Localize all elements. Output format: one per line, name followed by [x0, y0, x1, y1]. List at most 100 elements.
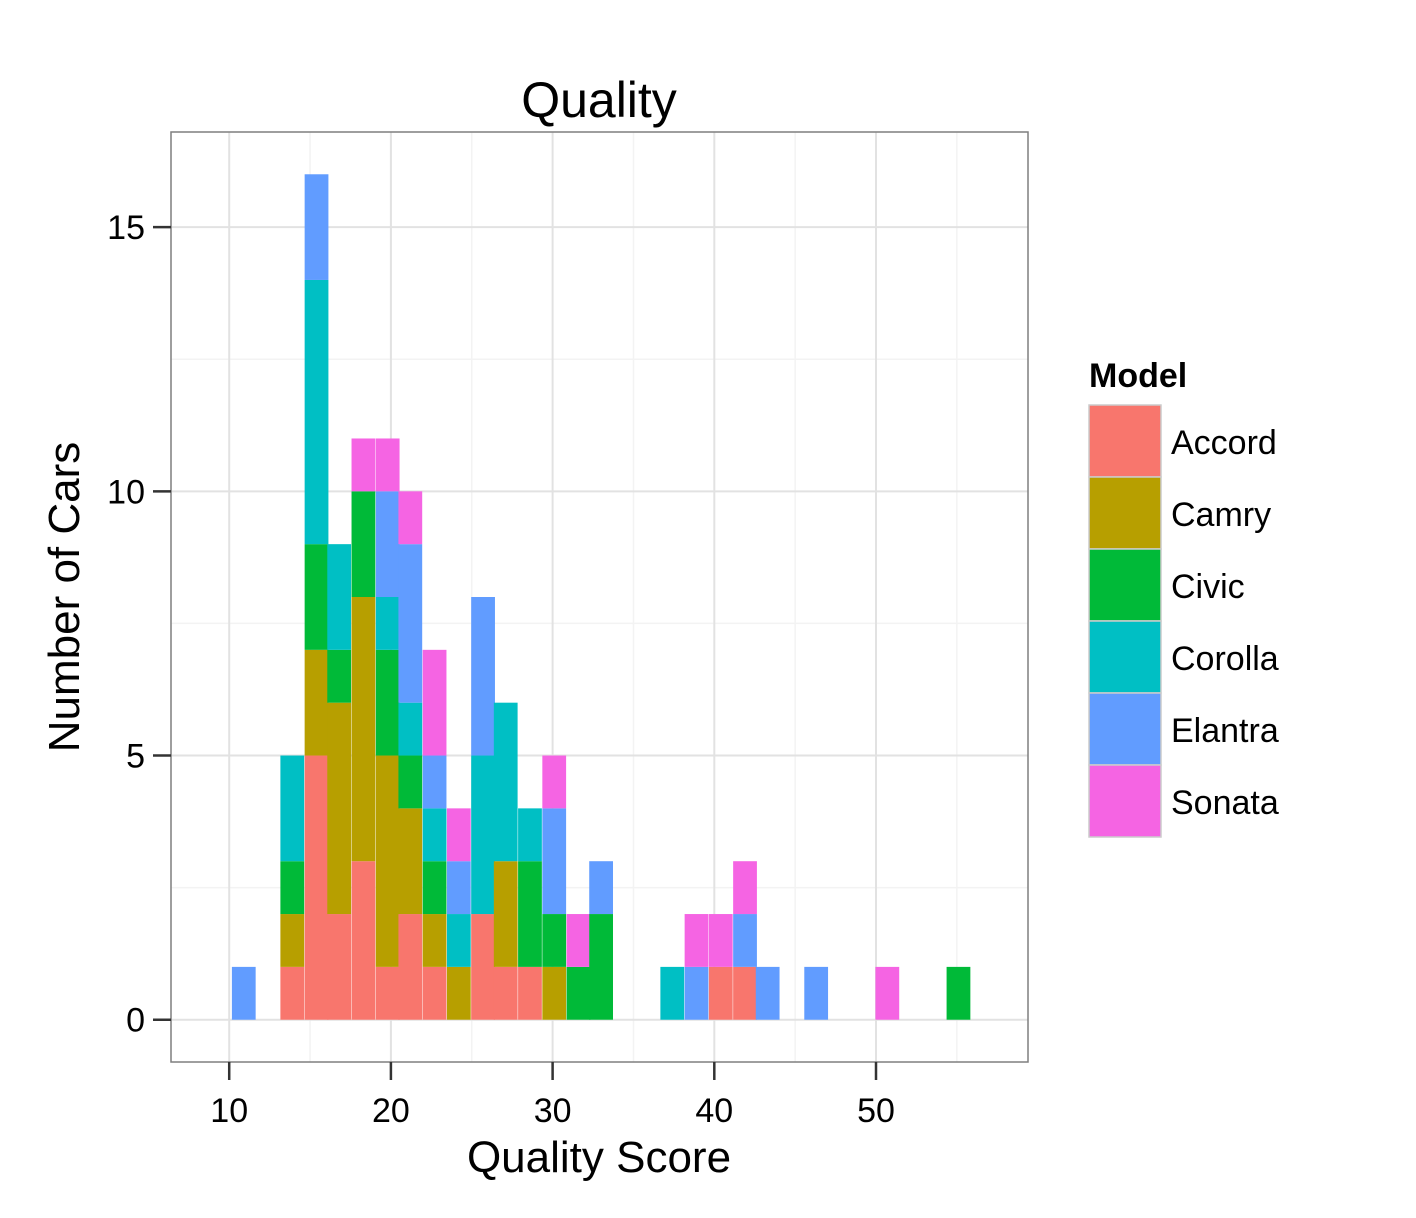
bar-elantra [471, 597, 495, 756]
bar-civic [422, 861, 447, 915]
bar-camry [493, 861, 518, 967]
bar-corolla [280, 755, 305, 862]
bar-camry [375, 755, 400, 967]
bar-civic [304, 544, 329, 650]
bar-civic [280, 861, 305, 915]
x-axis-label: Quality Score [467, 1133, 731, 1182]
x-tick-label: 50 [857, 1092, 895, 1130]
bar-accord [493, 966, 518, 1020]
bar-corolla [327, 544, 352, 650]
bar-elantra [304, 174, 329, 280]
legend-label-accord: Accord [1171, 424, 1277, 462]
bar-civic [518, 861, 542, 967]
legend-label-camry: Camry [1171, 496, 1271, 534]
bar-elantra [804, 966, 829, 1020]
bar-civic [375, 649, 400, 756]
bar-corolla [422, 808, 447, 862]
bar-accord [304, 755, 329, 1020]
bar-accord [398, 914, 423, 1020]
y-axis-label: Number of Cars [40, 442, 89, 753]
x-axis: 10 20 30 40 50 [210, 1062, 895, 1130]
legend-label-corolla: Corolla [1171, 640, 1279, 678]
bar-camry [422, 914, 447, 967]
bar-civic [566, 966, 591, 1020]
bar-corolla [398, 702, 423, 756]
bar-elantra [375, 491, 400, 597]
bar-accord [327, 914, 352, 1020]
legend-label-sonata: Sonata [1171, 784, 1279, 822]
bar-sonata [542, 755, 567, 809]
bar-corolla [660, 966, 685, 1020]
bar-corolla [493, 702, 518, 862]
bar-accord [733, 966, 757, 1020]
bar-corolla [471, 755, 495, 915]
x-tick-label: 20 [372, 1092, 410, 1130]
bar-elantra [755, 966, 780, 1020]
y-tick-label: 10 [107, 473, 145, 511]
bar-corolla [518, 808, 542, 862]
legend: Model Accord Camry Civic Corolla Elantra Sona… [1088, 357, 1279, 838]
chart-title: Quality [521, 72, 677, 128]
bar-sonata [398, 491, 423, 545]
y-tick-label: 0 [126, 1002, 145, 1040]
bar-elantra [684, 966, 709, 1020]
bar-camry [351, 597, 376, 862]
bar-camry [398, 808, 423, 915]
legend-key-sonata [1088, 764, 1162, 838]
legend-key-corolla [1088, 620, 1162, 694]
bar-sonata [446, 808, 471, 862]
bar-elantra [231, 966, 256, 1020]
bar-elantra [589, 861, 614, 915]
legend-label-civic: Civic [1171, 568, 1245, 606]
bar-accord [375, 966, 400, 1020]
bar-accord [422, 966, 447, 1020]
bar-civic [398, 755, 423, 809]
bar-elantra [542, 808, 567, 915]
bar-civic [946, 966, 971, 1020]
bar-elantra [733, 914, 757, 967]
bar-accord [708, 966, 733, 1020]
legend-title: Model [1089, 357, 1187, 395]
bar-elantra [446, 861, 471, 915]
bar-accord [471, 914, 495, 1020]
bar-sonata [708, 914, 733, 967]
bar-civic [327, 649, 352, 703]
legend-key-accord [1088, 404, 1162, 478]
bar-camry [542, 966, 567, 1020]
y-tick-label: 5 [126, 738, 145, 776]
bar-sonata [733, 861, 757, 915]
bar-corolla [446, 914, 471, 967]
bar-civic [542, 914, 567, 967]
x-tick-label: 40 [695, 1092, 733, 1130]
bar-sonata [422, 649, 447, 756]
y-axis: 0 5 10 15 [107, 209, 171, 1040]
bar-camry [280, 914, 305, 967]
plot-border [170, 131, 1029, 1063]
bar-camry [446, 966, 471, 1020]
x-tick-label: 30 [534, 1092, 572, 1130]
bar-corolla [304, 279, 329, 545]
bar-sonata [375, 438, 400, 492]
bar-elantra [398, 544, 423, 703]
legend-label-elantra: Elantra [1171, 712, 1279, 750]
y-tick-label: 15 [107, 209, 145, 247]
bar-civic [351, 491, 376, 597]
bar-sonata [351, 438, 376, 492]
bar-camry [327, 702, 352, 915]
legend-key-elantra [1088, 692, 1162, 766]
bar-sonata [566, 914, 591, 967]
bar-civic [589, 914, 614, 1020]
bar-corolla [375, 597, 400, 650]
legend-key-camry [1088, 476, 1162, 550]
legend-key-civic [1088, 548, 1162, 622]
x-tick-label: 10 [210, 1092, 248, 1130]
bar-accord [280, 966, 305, 1020]
bar-accord [518, 966, 542, 1020]
bar-sonata [684, 914, 709, 967]
bar-accord [351, 861, 376, 1020]
histogram-bars [231, 174, 971, 1020]
bar-elantra [422, 755, 447, 809]
bar-sonata [875, 966, 900, 1020]
bar-camry [304, 649, 329, 756]
